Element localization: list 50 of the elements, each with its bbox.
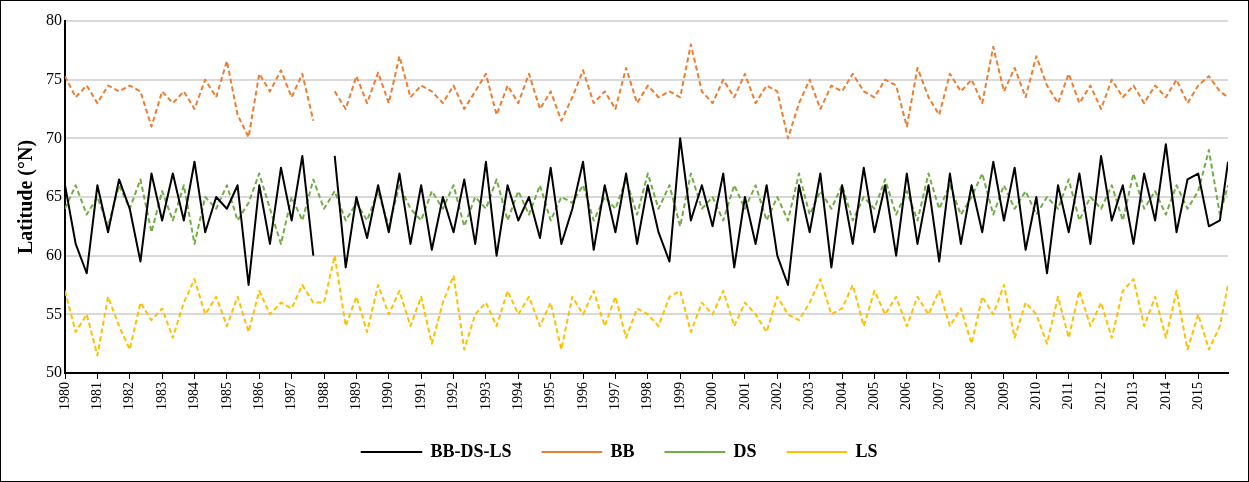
legend-label: LS <box>855 440 878 461</box>
x-tick-label: 2001 <box>736 382 752 410</box>
x-tick-label: 1992 <box>445 382 461 410</box>
x-tick-label: 1997 <box>607 382 623 410</box>
y-tick-label: 70 <box>46 128 62 146</box>
x-tick-label: 2013 <box>1125 382 1141 410</box>
x-tick-label: 1999 <box>671 382 687 410</box>
x-tick-label: 1989 <box>348 382 364 410</box>
x-tick-label: 2003 <box>801 382 817 410</box>
x-tick-label: 1980 <box>56 382 72 410</box>
x-tick-label: 1984 <box>186 382 202 410</box>
x-tick-label: 2008 <box>963 382 979 410</box>
x-tick-label: 1982 <box>121 382 137 410</box>
y-tick-label: 65 <box>46 187 62 205</box>
y-tick-label: 60 <box>46 245 62 263</box>
y-axis-title: Latitude (°N) <box>14 139 38 255</box>
x-tick-label: 1987 <box>283 382 299 410</box>
x-tick-label: 2015 <box>1189 382 1205 410</box>
x-tick-label: 1998 <box>639 382 655 410</box>
x-tick-label: 2000 <box>704 382 720 410</box>
x-tick-label: 2010 <box>1028 382 1043 410</box>
x-tick-label: 1985 <box>218 382 234 410</box>
x-tick-label: 2009 <box>995 382 1011 410</box>
x-tick-label: 2007 <box>930 382 946 410</box>
y-tick-label: 55 <box>46 304 62 322</box>
y-tick-label: 80 <box>46 11 62 29</box>
y-tick-label: 50 <box>46 363 62 381</box>
legend-label: BB-DS-LS <box>430 440 512 461</box>
x-tick-label: 1995 <box>542 382 558 410</box>
legend-label: BB <box>610 440 635 461</box>
y-tick-label: 75 <box>46 69 62 87</box>
legend-label: DS <box>733 440 757 461</box>
x-tick-label: 1994 <box>509 382 525 410</box>
line-series <box>65 254 1228 357</box>
x-tick-label: 2005 <box>866 382 882 410</box>
x-tick-label: 2011 <box>1060 382 1076 410</box>
x-tick-label: 1983 <box>153 382 169 410</box>
x-tick-label: 1981 <box>89 382 105 410</box>
x-tick-label: 1993 <box>477 382 493 410</box>
x-tick-label: 1991 <box>412 382 428 410</box>
x-tick-label: 1988 <box>315 382 331 410</box>
x-tick-label: 2014 <box>1157 382 1173 410</box>
x-tick-label: 2004 <box>833 382 849 410</box>
x-tick-label: 1996 <box>574 382 590 410</box>
line-series <box>65 149 1228 245</box>
x-tick-label: 1986 <box>250 382 266 410</box>
x-tick-label: 2006 <box>898 382 914 410</box>
x-tick-label: 2002 <box>768 382 784 410</box>
x-tick-label: 1990 <box>380 382 396 410</box>
x-tick-label: 2012 <box>1092 382 1108 410</box>
